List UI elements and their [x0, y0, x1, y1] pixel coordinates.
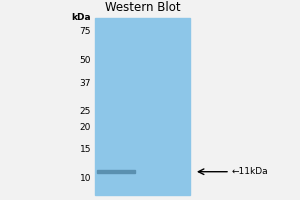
Text: ←11kDa: ←11kDa [232, 167, 268, 176]
Text: 37: 37 [80, 79, 91, 88]
Text: 75: 75 [80, 27, 91, 36]
Text: 25: 25 [80, 107, 91, 116]
Text: 50: 50 [80, 56, 91, 65]
Text: Western Blot: Western Blot [105, 1, 180, 14]
Text: 10: 10 [80, 174, 91, 183]
Text: 15: 15 [80, 145, 91, 154]
Text: 20: 20 [80, 123, 91, 132]
Text: kDa: kDa [71, 14, 91, 22]
Bar [95, 18, 190, 195]
Bar [97, 170, 135, 173]
